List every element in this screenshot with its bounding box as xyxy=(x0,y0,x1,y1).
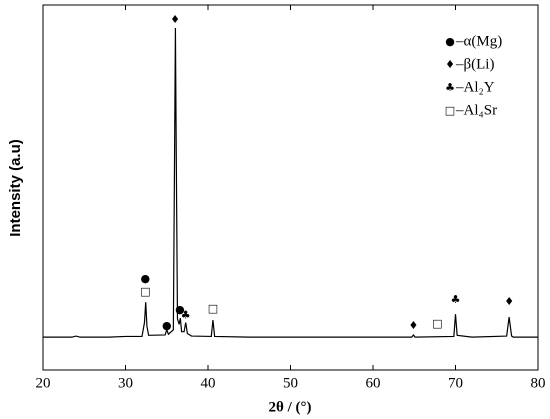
peak-marker: ♦ xyxy=(170,13,180,26)
legend-symbol: ♦ xyxy=(445,58,455,71)
peak-marker: □ xyxy=(432,317,442,330)
peak-marker: □ xyxy=(140,285,150,298)
x-tick-label: 30 xyxy=(118,375,133,391)
y-axis-label: Intensity (a.u) xyxy=(7,139,24,237)
x-tick-label: 50 xyxy=(283,375,298,391)
peak-marker: ♣ xyxy=(451,293,461,306)
peak-marker: ♦ xyxy=(504,295,514,308)
x-axis-label: 2θ / (°) xyxy=(269,399,312,415)
x-tick-label: 80 xyxy=(531,375,546,391)
peak-marker: ♣ xyxy=(181,308,191,321)
x-tick-label: 70 xyxy=(448,375,463,391)
peak-marker: □ xyxy=(208,302,218,315)
peak-marker: ● xyxy=(162,319,172,332)
legend-label: –Al₂Y xyxy=(455,79,495,95)
legend-label: –α(Mg) xyxy=(455,33,502,49)
legend-label: –β(Li) xyxy=(455,56,494,72)
legend-symbol: ● xyxy=(445,35,455,48)
peak-marker: ♦ xyxy=(408,319,418,332)
peak-marker: ● xyxy=(140,272,150,285)
legend-label: –Al₄Sr xyxy=(455,102,497,118)
x-tick-label: 40 xyxy=(201,375,216,391)
data-line xyxy=(43,27,538,338)
legend-symbol: □ xyxy=(445,104,455,117)
peak-marker: ● xyxy=(175,303,185,316)
legend-symbol: ♣ xyxy=(445,81,455,94)
x-tick-label: 20 xyxy=(36,375,51,391)
x-tick-label: 60 xyxy=(366,375,381,391)
